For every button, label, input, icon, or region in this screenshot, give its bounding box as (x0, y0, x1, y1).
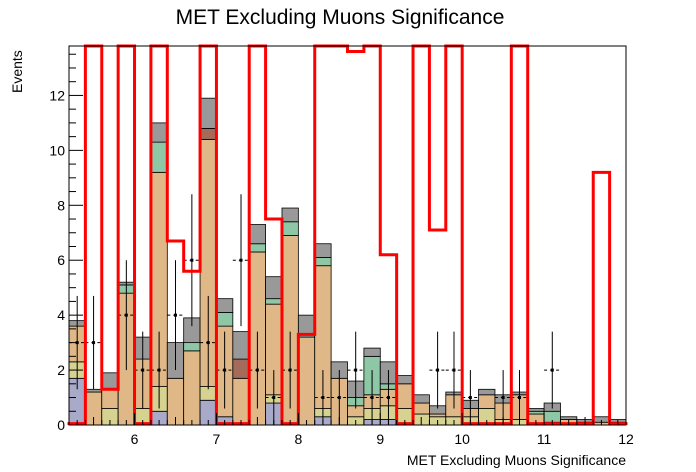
data-point (436, 368, 440, 372)
stack-bar (101, 388, 119, 409)
stack-bar (248, 224, 266, 245)
y-tick-label: 4 (57, 307, 65, 323)
stack-bar (101, 372, 119, 390)
x-tick-label: 9 (376, 431, 384, 447)
x-tick-label: 11 (537, 431, 552, 447)
stack-bar (183, 342, 201, 352)
stack-bar (527, 410, 545, 415)
y-tick-label: 10 (49, 142, 65, 158)
y-tick-label: 6 (57, 252, 65, 268)
stack-bar (232, 331, 250, 360)
y-axis-label: Events (9, 50, 25, 93)
stack-bar (248, 243, 266, 253)
stack-bar (429, 413, 447, 418)
stack-bar (314, 243, 332, 258)
stack-bar (412, 394, 430, 404)
stack-bar (199, 97, 217, 129)
x-tick-label: 8 (294, 431, 302, 447)
stack-bar (478, 394, 496, 409)
stack-bar (314, 257, 332, 267)
data-point (321, 396, 325, 400)
stack-bar (527, 408, 545, 412)
stack-bar (412, 402, 430, 415)
data-point (468, 396, 472, 400)
stack-bar (199, 127, 217, 140)
stack-bar (396, 375, 414, 385)
stack-bar (396, 383, 414, 409)
x-tick-label: 7 (213, 431, 221, 447)
data-point (518, 396, 522, 400)
x-axis-label: MET Excluding Muons Significance (407, 452, 626, 468)
x-tick-label: 6 (131, 431, 139, 447)
stack-bar (363, 347, 381, 357)
stack-bar (183, 350, 201, 426)
data-point (141, 368, 145, 372)
data-point (386, 396, 390, 400)
data-point (501, 396, 505, 400)
data-point (239, 258, 243, 262)
data-point (92, 341, 96, 345)
x-tick-label: 12 (618, 431, 634, 447)
x-tick-label: 10 (454, 431, 470, 447)
y-tick-label: 2 (57, 362, 65, 378)
data-point (255, 368, 259, 372)
stack-bar (478, 388, 496, 396)
stack-bar (297, 336, 316, 426)
axes-layer: 6 7 8 9 10 11 12 0 2 4 6 8 10 12 (49, 45, 634, 447)
y-tick-label: 0 (57, 417, 65, 433)
y-tick-label: 12 (49, 87, 65, 103)
stack-bar (232, 358, 250, 379)
data-point (550, 368, 554, 372)
data-point (124, 313, 128, 317)
data-point (452, 368, 456, 372)
data-point (370, 396, 374, 400)
stack-bar (84, 388, 103, 393)
stack-bar (560, 416, 578, 420)
stack-bar (150, 141, 168, 173)
chart-title: MET Excluding Muons Significance (176, 6, 505, 29)
stack-bar (216, 311, 234, 327)
stack-bar (232, 377, 250, 426)
stack-bar (265, 276, 283, 300)
y-tick-label: 8 (57, 197, 65, 213)
data-point (173, 313, 177, 317)
data-point (157, 368, 161, 372)
data-point (75, 341, 79, 345)
stack-bar (150, 122, 168, 143)
stack-bar (265, 298, 283, 305)
data-point (288, 368, 292, 372)
data-point (354, 368, 358, 372)
data-point (272, 396, 276, 400)
data-point (223, 368, 227, 372)
data-point (190, 258, 194, 262)
data-point (206, 341, 210, 345)
stack-bar (281, 221, 299, 236)
data-point (337, 396, 341, 400)
data-points-layer (69, 194, 561, 425)
stack-layer (68, 97, 627, 426)
stack-bar (281, 207, 299, 223)
stack-bar (216, 298, 234, 313)
